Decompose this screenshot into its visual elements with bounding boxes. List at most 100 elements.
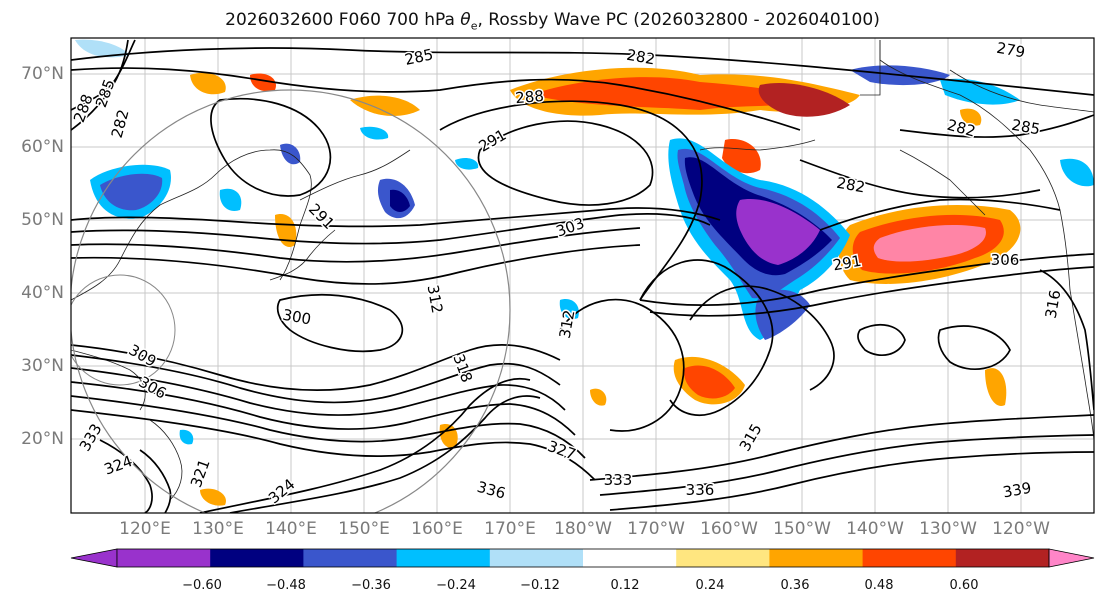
coastline — [71, 349, 146, 411]
colorbar-tick-label: 0.36 — [780, 578, 810, 593]
contour-line — [819, 198, 1061, 231]
contour-line — [609, 451, 1094, 511]
lon-label: 150°W — [773, 519, 831, 539]
lon-label: 130°W — [919, 519, 977, 539]
lon-label: 130°E — [192, 519, 244, 539]
coastline — [699, 139, 816, 151]
anomaly-blob — [960, 108, 982, 126]
contour-line — [589, 414, 1094, 481]
contour-line — [71, 244, 641, 285]
contour-line — [71, 354, 561, 404]
anomaly-blob — [390, 189, 410, 212]
contour-line — [71, 409, 596, 481]
anomaly-blob — [455, 157, 479, 170]
anomaly-blob — [684, 365, 735, 399]
contour-line — [71, 367, 566, 416]
anomaly-blob — [985, 368, 1007, 406]
lat-label: 20°N — [21, 429, 64, 449]
lon-label: 170°W — [627, 519, 685, 539]
anomaly-blob — [75, 39, 130, 58]
lon-label: 160°E — [411, 519, 463, 539]
contour-line — [477, 120, 654, 206]
contour-line — [799, 159, 1041, 199]
colorbar-segment — [489, 549, 584, 567]
contour-line — [559, 298, 685, 432]
colorbar-segment — [676, 549, 770, 567]
colorbar-segment — [396, 549, 491, 567]
anomaly-blob — [940, 78, 1020, 105]
colorbar-tick-label: −0.36 — [351, 578, 391, 593]
contour-line — [937, 325, 1011, 370]
contour-line — [649, 266, 1094, 317]
contour-line — [276, 293, 404, 353]
coastline — [949, 69, 1094, 113]
contour-line — [71, 227, 641, 263]
great-circle-ring — [71, 89, 511, 513]
contour-line — [71, 39, 129, 131]
anomaly-blob — [360, 126, 389, 140]
contour-line — [639, 253, 1094, 307]
coastline — [899, 149, 986, 216]
anomaly-blob — [200, 488, 226, 506]
chart-title: 2026032600 F060 700 hPa θe, Rossby Wave … — [225, 10, 880, 33]
lon-label: 180°W — [554, 519, 612, 539]
contour-line — [639, 259, 774, 417]
contour-line — [199, 377, 531, 513]
anomaly-blob — [722, 139, 761, 174]
anomaly-blob — [873, 225, 986, 262]
colorbar-tick-label: 0.24 — [695, 578, 725, 593]
colorbar-tick-label: 0.60 — [949, 578, 979, 593]
colorbar-segment — [862, 549, 957, 567]
lat-label: 30°N — [21, 356, 64, 376]
anomaly-blob — [736, 199, 820, 265]
contour-line — [71, 67, 801, 131]
contour-line — [689, 285, 835, 391]
lon-label: 140°W — [846, 519, 904, 539]
colorbar-tick-label: 0.48 — [864, 578, 894, 593]
anomaly-blob — [1060, 158, 1094, 187]
coastline — [149, 419, 183, 501]
contour-label: 312 — [556, 308, 579, 339]
lon-label: 140°E — [265, 519, 317, 539]
anomaly-blob — [590, 388, 607, 406]
lon-label: 160°W — [700, 519, 758, 539]
lon-label: 120°W — [992, 519, 1050, 539]
colorbar — [70, 548, 1095, 568]
contour-line — [1039, 269, 1094, 411]
contour-label: 306 — [991, 251, 1020, 269]
coastline — [860, 40, 881, 96]
colorbar-extend-max — [1048, 548, 1095, 568]
lat-label: 50°N — [21, 210, 64, 230]
contour-line — [71, 47, 1094, 96]
colorbar-tick-label: −0.24 — [436, 578, 476, 593]
coastline — [299, 149, 411, 201]
contour-line — [71, 344, 561, 392]
contour-label: 288 — [515, 87, 545, 107]
contour-line — [71, 381, 576, 436]
contour-line — [439, 100, 703, 301]
anomaly-blob — [530, 77, 830, 110]
anomaly-blob — [190, 72, 226, 95]
colorbar-tick-label: −0.48 — [266, 578, 306, 593]
theta-e-contours — [71, 39, 1094, 513]
lon-label: 150°E — [338, 519, 390, 539]
colorbar-frame — [116, 548, 1050, 568]
contour-line — [139, 449, 172, 513]
lat-label: 40°N — [21, 283, 64, 303]
coastline — [879, 40, 1094, 441]
contour-line — [229, 395, 541, 513]
contour-line — [857, 323, 906, 357]
anomaly-blob — [100, 173, 163, 211]
colorbar-segment — [210, 549, 304, 567]
colorbar-tick-label: −0.12 — [520, 578, 560, 593]
contour-line — [71, 213, 711, 245]
colorbar-segment — [117, 549, 211, 567]
lon-label: 170°E — [484, 519, 536, 539]
positive-anomaly-regions — [190, 67, 1021, 506]
lon-label: 120°E — [119, 519, 171, 539]
contour-label: 282 — [835, 174, 866, 197]
anomaly-blob — [350, 95, 420, 116]
anomaly-blob — [219, 188, 242, 211]
colorbar-segment — [583, 549, 677, 567]
